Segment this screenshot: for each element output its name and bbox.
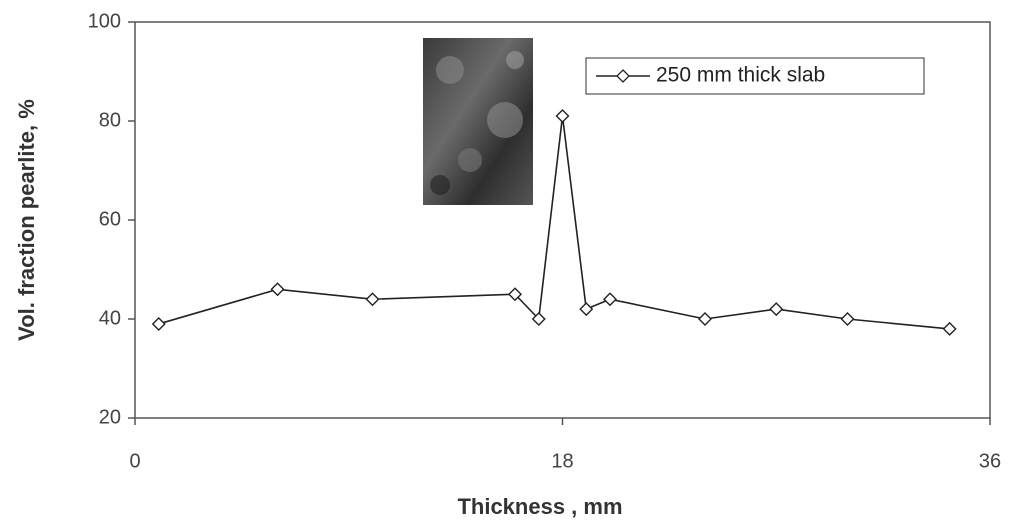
y-tick-label: 20 [99,406,121,428]
series-line [158,115,950,330]
micrograph-inset [423,38,533,205]
legend: 250 mm thick slab [585,57,925,95]
x-tick-label: 18 [551,450,573,472]
data-point [508,287,522,302]
data-point [840,312,855,326]
legend-label: 250 mm thick slab [656,64,825,87]
y-tick-label: 60 [99,208,121,230]
x-tick-label: 0 [129,450,140,472]
y-tick-label: 80 [99,109,121,131]
data-point [270,282,285,297]
legend-marker [616,69,630,83]
data-point [151,316,166,331]
data-point [942,321,957,336]
data-point [769,302,784,317]
y-tick-label: 100 [88,10,121,32]
x-tick-label: 36 [979,450,1001,472]
data-point [531,312,546,326]
data-point [603,292,617,307]
data-point [698,312,712,326]
y-tick-label: 40 [99,307,121,329]
data-point [555,109,570,124]
data-point [579,302,594,317]
data-point [365,292,380,307]
y-axis-title: Vol. fraction pearlite, % [14,99,39,341]
x-axis-title: Thickness , mm [457,494,622,519]
